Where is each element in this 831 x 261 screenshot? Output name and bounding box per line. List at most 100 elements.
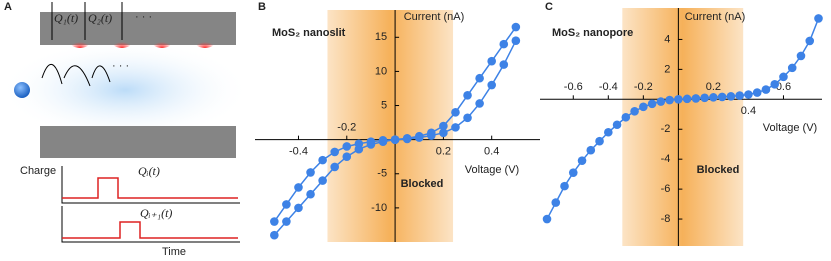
chart-title: MoS₂ nanopore bbox=[552, 27, 633, 39]
x-axis-label: Voltage (V) bbox=[465, 164, 519, 176]
data-point bbox=[390, 135, 400, 144]
panel-label: C bbox=[545, 1, 553, 13]
y-tick-label: -2 bbox=[661, 123, 671, 135]
x-tick-label: 0.4 bbox=[741, 105, 756, 117]
x-tick-label: -0.4 bbox=[289, 146, 308, 158]
data-point bbox=[318, 155, 327, 165]
data-point bbox=[499, 39, 509, 49]
data-point bbox=[674, 95, 683, 104]
data-point bbox=[270, 217, 279, 226]
data-point bbox=[726, 92, 736, 101]
data-point bbox=[318, 176, 327, 185]
data-point bbox=[744, 90, 753, 99]
data-point bbox=[342, 142, 352, 151]
data-point bbox=[551, 198, 561, 207]
y-tick-label: 2 bbox=[664, 63, 670, 75]
pulse-label: Qᵢ(t) bbox=[138, 164, 160, 178]
data-point bbox=[511, 22, 521, 32]
hop-dots: · · · bbox=[112, 60, 129, 72]
data-point bbox=[630, 106, 639, 116]
data-point bbox=[709, 93, 718, 102]
data-point bbox=[586, 145, 596, 155]
y-tick-label: -5 bbox=[377, 168, 387, 180]
data-point bbox=[475, 73, 484, 83]
data-point bbox=[294, 183, 303, 192]
data-point bbox=[805, 36, 815, 46]
data-point bbox=[787, 63, 797, 73]
data-point bbox=[463, 113, 472, 123]
annotation: Blocked bbox=[401, 178, 444, 190]
data-point bbox=[770, 80, 780, 89]
data-point bbox=[621, 112, 631, 122]
data-point bbox=[463, 90, 472, 100]
data-point bbox=[656, 97, 666, 106]
y-tick-label: -6 bbox=[661, 183, 671, 195]
data-point bbox=[330, 147, 340, 157]
data-point bbox=[427, 131, 436, 140]
bottom-wall bbox=[40, 126, 236, 158]
y-tick-label: 15 bbox=[375, 31, 387, 43]
data-point bbox=[639, 102, 648, 112]
x-tick-label: 0.2 bbox=[436, 146, 451, 158]
data-point bbox=[560, 181, 569, 191]
x-tick-label: -0.2 bbox=[634, 81, 653, 93]
data-point bbox=[282, 200, 291, 209]
data-point bbox=[700, 93, 709, 103]
data-point bbox=[330, 162, 340, 172]
data-point bbox=[282, 217, 291, 226]
y-tick-label: -4 bbox=[661, 153, 671, 165]
panel-label: B bbox=[258, 1, 266, 13]
data-point bbox=[499, 60, 509, 69]
data-point bbox=[439, 121, 448, 131]
data-point bbox=[752, 88, 762, 97]
data-point bbox=[761, 85, 771, 94]
annotation: Blocked bbox=[697, 164, 740, 176]
data-point bbox=[577, 156, 587, 165]
data-point bbox=[366, 140, 376, 149]
data-point bbox=[378, 137, 388, 146]
data-point bbox=[612, 120, 622, 130]
charge-site bbox=[195, 36, 215, 48]
channel-label: Q₁(t) bbox=[54, 11, 78, 25]
charge-site bbox=[152, 36, 172, 48]
data-point bbox=[475, 99, 484, 108]
x-tick-label: 0.4 bbox=[484, 146, 499, 158]
data-point bbox=[814, 14, 823, 23]
data-point bbox=[451, 123, 460, 132]
charge-site bbox=[70, 36, 90, 48]
data-point bbox=[511, 36, 521, 46]
x-axis-label: Voltage (V) bbox=[763, 122, 817, 134]
data-point bbox=[717, 92, 727, 102]
y-axis-label: Current (nA) bbox=[404, 11, 465, 23]
y-tick-label: 5 bbox=[381, 99, 387, 111]
ion bbox=[14, 82, 30, 98]
panel-a: A Q₁(t) Q₂(t) · · · · · · Charge Qᵢ(t) Q… bbox=[0, 1, 250, 258]
panel-label: A bbox=[4, 1, 12, 13]
blocked-band bbox=[622, 8, 744, 246]
glow bbox=[0, 40, 250, 140]
data-point bbox=[342, 152, 352, 162]
data-point bbox=[306, 189, 315, 199]
data-point bbox=[294, 203, 303, 213]
data-point bbox=[487, 80, 496, 90]
pulse bbox=[62, 221, 238, 239]
data-point bbox=[647, 99, 657, 109]
hop-arrows bbox=[41, 64, 111, 87]
data-point bbox=[682, 94, 692, 104]
axis-label: Time bbox=[162, 246, 186, 258]
data-point bbox=[595, 136, 604, 146]
data-point bbox=[779, 72, 788, 82]
data-point bbox=[451, 108, 460, 117]
x-tick-label: -0.6 bbox=[564, 81, 583, 93]
charge-site bbox=[112, 36, 132, 48]
data-point bbox=[542, 214, 552, 224]
chart-title: MoS₂ nanoslit bbox=[272, 27, 346, 39]
x-tick-label: -0.2 bbox=[337, 122, 356, 134]
channel-label: · · · bbox=[135, 11, 152, 23]
data-point bbox=[354, 144, 364, 154]
y-tick-label: 4 bbox=[664, 33, 670, 45]
pulse-axis bbox=[61, 206, 240, 243]
data-point bbox=[439, 128, 448, 138]
data-point bbox=[796, 51, 806, 61]
